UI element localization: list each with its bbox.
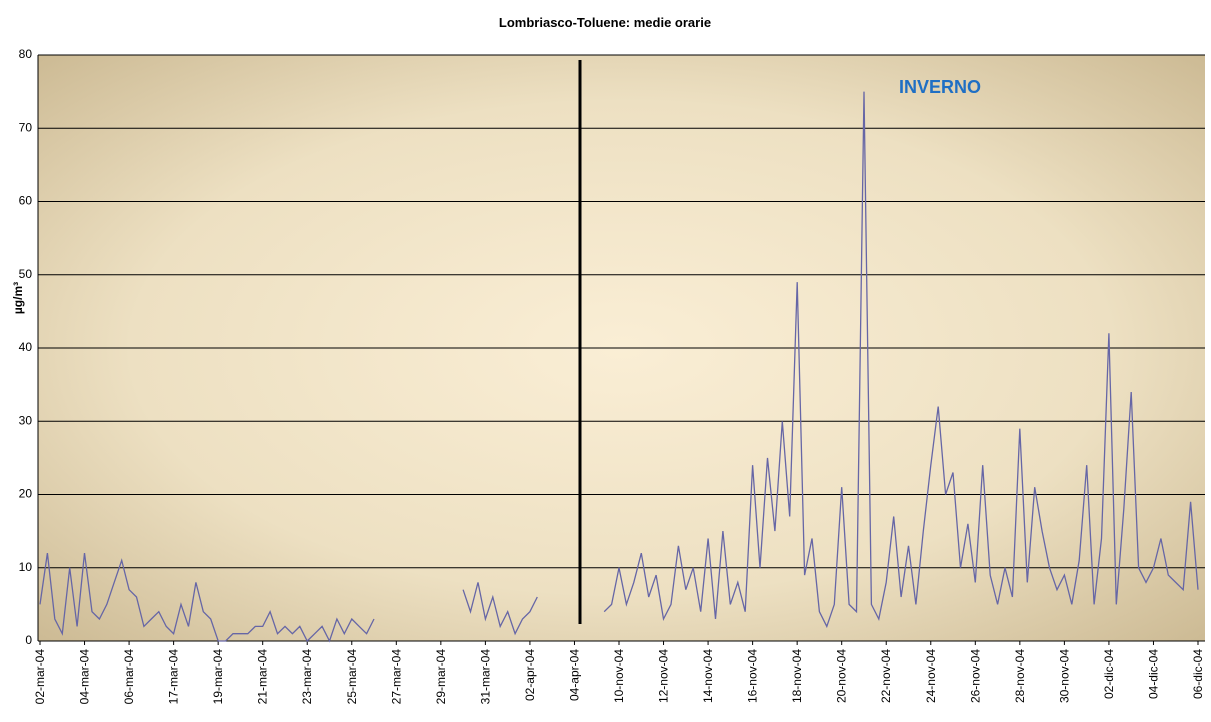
x-tick-label: 10-nov-04 <box>612 649 626 703</box>
y-tick-label: 0 <box>25 633 32 647</box>
y-tick-label: 70 <box>19 120 33 134</box>
x-tick-label: 16-nov-04 <box>746 649 760 703</box>
x-tick-label: 28-nov-04 <box>1013 649 1027 703</box>
x-tick-label: 21-mar-04 <box>256 649 270 705</box>
x-tick-label: 02-apr-04 <box>523 649 537 701</box>
x-tick-label: 18-nov-04 <box>790 649 804 703</box>
y-tick-label: 20 <box>19 487 33 501</box>
x-tick-label: 24-nov-04 <box>924 649 938 703</box>
x-tick-label: 04-apr-04 <box>567 649 581 701</box>
x-tick-label: 04-mar-04 <box>78 649 92 705</box>
x-tick-label: 20-nov-04 <box>835 649 849 703</box>
x-tick-label: 25-mar-04 <box>345 649 359 705</box>
x-tick-label: 12-nov-04 <box>657 649 671 703</box>
data-line <box>39 91 1199 643</box>
x-tick-label: 04-dic-04 <box>1146 649 1160 699</box>
x-tick-label: 06-mar-04 <box>122 649 136 705</box>
chart-title: Lombriasco-Toluene: medie orarie <box>499 15 711 30</box>
x-tick-label: 30-nov-04 <box>1057 649 1071 703</box>
y-tick-label: 60 <box>19 194 33 208</box>
y-axis-label: µg/m³ <box>11 282 25 314</box>
y-tick-label: 10 <box>19 560 33 574</box>
x-tick-label: 06-dic-04 <box>1191 649 1205 699</box>
x-tick-label: 22-nov-04 <box>879 649 893 703</box>
x-tick-label: 02-dic-04 <box>1102 649 1116 699</box>
y-tick-label: 80 <box>19 47 33 61</box>
x-tick-label: 23-mar-04 <box>300 649 314 705</box>
x-tick-label: 27-mar-04 <box>389 649 403 705</box>
x-tick-label: 02-mar-04 <box>33 649 47 705</box>
x-tick-label: 31-mar-04 <box>478 649 492 705</box>
y-tick-label: 30 <box>19 413 33 427</box>
x-tick-label: 14-nov-04 <box>701 649 715 703</box>
x-tick-label: 29-mar-04 <box>434 649 448 705</box>
x-tick-label: 17-mar-04 <box>167 649 181 705</box>
x-tick-label: 26-nov-04 <box>968 649 982 703</box>
annotation: INVERNO <box>899 77 981 97</box>
y-tick-label: 40 <box>19 340 33 354</box>
x-tick-label: 19-mar-04 <box>211 649 225 705</box>
y-tick-label: 50 <box>19 267 33 281</box>
